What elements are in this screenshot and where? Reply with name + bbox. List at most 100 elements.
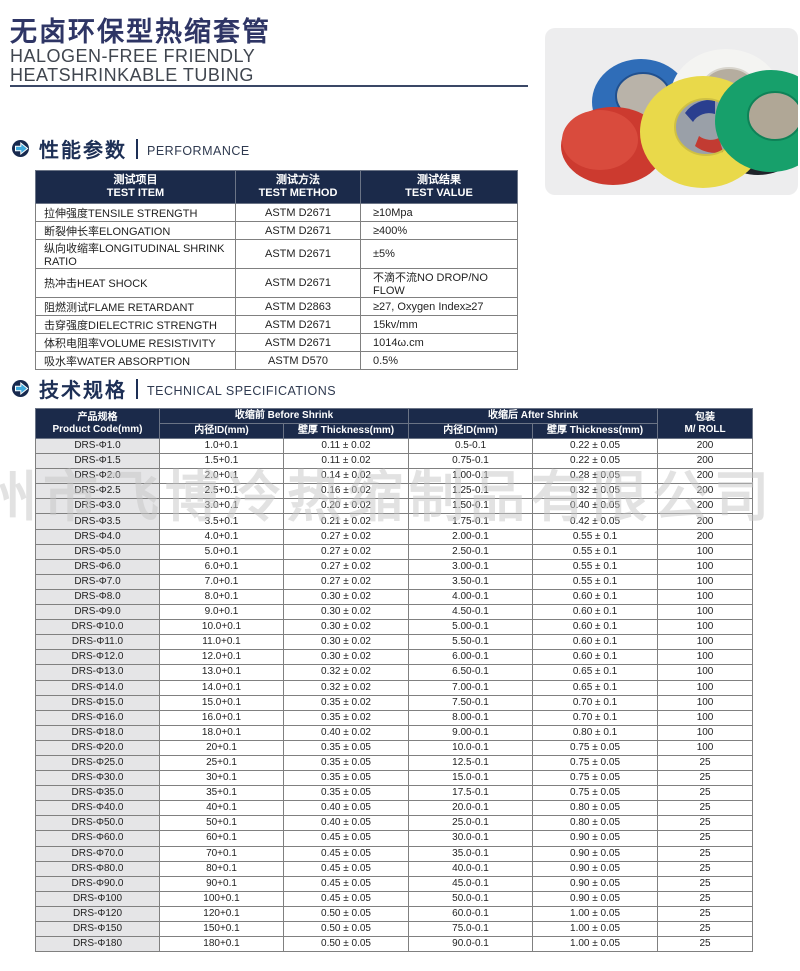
spec-row-cell: 150+0.1	[159, 920, 284, 938]
spec-row-cell: 0.50 ± 0.05	[282, 905, 410, 923]
col-product-code-en: Product Code(mm)	[52, 423, 143, 435]
spec-row: DRS-Φ9.0 9.0+0.1 0.30 ± 0.02 4.50-0.1 0.60 ±…	[35, 604, 754, 621]
spec-row-cell: 2.5+0.1	[159, 483, 284, 500]
page-title: 无卤环保型热缩套管	[10, 17, 271, 47]
spec-row-cell: 25	[657, 754, 754, 772]
spec-row-cell: 100	[657, 739, 754, 756]
performance-row: 击穿强度DIELECTRIC STRENGTH ASTM D2671 15kv/mm	[35, 315, 518, 334]
spec-row-cell: 8.0+0.1	[159, 588, 284, 606]
performance-row: 断裂伸长率ELONGATION ASTM D2671 ≥400%	[35, 221, 518, 240]
spec-row-cell: DRS-Φ1.0	[35, 437, 160, 455]
performance-row: 纵向收缩率LONGITUDINAL SHRINK RATIO ASTM D2671…	[35, 239, 518, 269]
spec-row-cell: 0.32 ± 0.05	[532, 483, 659, 500]
spec-row-cell: 1.00 ± 0.05	[532, 905, 659, 923]
performance-row-cell: 1014ω.cm	[360, 333, 518, 352]
spec-row-cell: 0.80 ± 0.05	[532, 800, 659, 817]
spec-row-cell: DRS-Φ14.0	[35, 679, 160, 696]
performance-row-cell: ASTM D2671	[235, 333, 361, 352]
performance-row-cell: ≥400%	[360, 221, 518, 240]
spec-row-cell: 0.90 ± 0.05	[532, 860, 659, 877]
spec-row: DRS-Φ1.0 1.0+0.1 0.11 ± 0.02 0.5-0.1 0.22 ± …	[35, 437, 754, 455]
spec-row-cell: 200	[657, 453, 754, 470]
col-test-value-en: TEST VALUE	[405, 187, 473, 199]
spec-row: DRS-Φ12.0 12.0+0.1 0.30 ± 0.02 6.00-0.1 0.60…	[35, 649, 754, 666]
spec-row-cell: 0.30 ± 0.02	[282, 619, 410, 636]
performance-row-cell: 0.5%	[360, 351, 518, 370]
spec-row-cell: 40.0-0.1	[408, 860, 534, 877]
col-test-method-en: TEST METHOD	[258, 187, 338, 199]
spec-row-cell: DRS-Φ18.0	[35, 724, 160, 741]
spec-row: DRS-Φ100 100+0.1 0.45 ± 0.05 50.0-0.1 0.90 ±…	[35, 890, 754, 907]
spec-row-cell: 16.0+0.1	[159, 709, 284, 726]
spec-table-body: DRS-Φ1.0 1.0+0.1 0.11 ± 0.02 0.5-0.1 0.22 ± …	[35, 437, 754, 953]
spec-row-cell: 6.00-0.1	[408, 649, 534, 666]
col-product-code-cn: 产品规格	[77, 411, 118, 423]
section-title-divider	[136, 378, 138, 399]
spec-row-cell: 0.40 ± 0.05	[282, 800, 410, 817]
spec-row-cell: 200	[657, 528, 754, 545]
spec-row-cell: DRS-Φ11.0	[35, 634, 160, 651]
spec-row-cell: 0.35 ± 0.05	[282, 785, 410, 802]
spec-row-cell: 2.50-0.1	[408, 543, 534, 560]
spec-row-cell: 7.0+0.1	[159, 573, 284, 590]
col-group-after-shrink: 收缩后 After Shrink	[408, 408, 659, 424]
spec-row-cell: 0.60 ± 0.1	[532, 588, 659, 606]
spec-row-cell: 0.16 ± 0.02	[282, 483, 410, 500]
spec-row-cell: 0.27 ± 0.02	[282, 528, 410, 545]
spec-row-cell: 0.75 ± 0.05	[532, 770, 659, 787]
spec-row-cell: 100	[657, 634, 754, 651]
performance-table: 测试项目 TEST ITEM 测试方法 TEST METHOD 测试结果 TES…	[35, 170, 518, 370]
spec-row: DRS-Φ2.5 2.5+0.1 0.16 ± 0.02 1.25-0.1 0.32 ±…	[35, 483, 754, 500]
performance-row-cell: ASTM D570	[235, 351, 361, 370]
spec-row: DRS-Φ14.0 14.0+0.1 0.32 ± 0.02 7.00-0.1 0.65…	[35, 679, 754, 696]
spec-row-cell: DRS-Φ9.0	[35, 604, 160, 621]
spec-row: DRS-Φ150 150+0.1 0.50 ± 0.05 75.0-0.1 1.00 ±…	[35, 920, 754, 938]
spec-row-cell: DRS-Φ90.0	[35, 875, 160, 892]
spec-row-cell: 0.50 ± 0.05	[282, 936, 410, 953]
spec-row-cell: 15.0-0.1	[408, 770, 534, 787]
spec-row-cell: 0.55 ± 0.1	[532, 573, 659, 590]
spec-row-cell: 0.90 ± 0.05	[532, 890, 659, 907]
spec-row-cell: 35+0.1	[159, 785, 284, 802]
spec-row-cell: 80+0.1	[159, 860, 284, 877]
spec-row-cell: 17.5-0.1	[408, 785, 534, 802]
spec-row-cell: 0.80 ± 0.05	[532, 815, 659, 832]
spec-row-cell: 0.35 ± 0.05	[282, 770, 410, 787]
spec-row-cell: 6.0+0.1	[159, 558, 284, 575]
subtitle-line-2: HEATSHRINKABLE TUBING	[10, 65, 254, 85]
spec-row: DRS-Φ180 180+0.1 0.50 ± 0.05 90.0-0.1 1.00 ±…	[35, 936, 754, 953]
spec-row-cell: 0.30 ± 0.02	[282, 588, 410, 606]
spec-row: DRS-Φ2.0 2.0+0.1 0.14 ± 0.02 1.00-0.1 0.28 ±…	[35, 468, 754, 485]
spec-row-cell: DRS-Φ13.0	[35, 664, 160, 681]
spec-row-cell: 0.90 ± 0.05	[532, 875, 659, 892]
spec-row-cell: 0.45 ± 0.05	[282, 830, 410, 847]
spec-row-cell: 200	[657, 468, 754, 485]
spec-row-cell: 1.50-0.1	[408, 498, 534, 515]
spec-row-cell: 0.60 ± 0.1	[532, 634, 659, 651]
spec-row-cell: 0.14 ± 0.02	[282, 468, 410, 485]
spec-row-cell: DRS-Φ50.0	[35, 815, 160, 832]
spec-row: DRS-Φ5.0 5.0+0.1 0.27 ± 0.02 2.50-0.1 0.55 ±…	[35, 543, 754, 560]
spec-row: DRS-Φ11.0 11.0+0.1 0.30 ± 0.02 5.50-0.1 0.60…	[35, 634, 754, 651]
spec-row-cell: 50+0.1	[159, 815, 284, 832]
performance-row-cell: ≥27, Oxygen Index≥27	[360, 297, 518, 316]
spec-row-cell: 120+0.1	[159, 905, 284, 923]
spec-row-cell: 0.60 ± 0.1	[532, 619, 659, 636]
spec-row-cell: 25+0.1	[159, 754, 284, 772]
performance-row: 阻燃测试FLAME RETARDANT ASTM D2863 ≥27, Oxygen…	[35, 297, 518, 316]
spec-row-cell: DRS-Φ180	[35, 936, 160, 953]
spec-row-cell: 0.32 ± 0.02	[282, 664, 410, 681]
spec-row: DRS-Φ16.0 16.0+0.1 0.35 ± 0.02 8.00-0.1 0.70…	[35, 709, 754, 726]
spec-row-cell: 0.22 ± 0.05	[532, 437, 659, 455]
spec-row-cell: 0.45 ± 0.05	[282, 890, 410, 907]
spec-row-cell: DRS-Φ40.0	[35, 800, 160, 817]
spec-row-cell: 0.35 ± 0.02	[282, 709, 410, 726]
spec-row-cell: 100	[657, 604, 754, 621]
spec-row-cell: 0.22 ± 0.05	[532, 453, 659, 470]
performance-row: 热冲击HEAT SHOCK ASTM D2671 不滴不流NO DROP/NO FL…	[35, 268, 518, 298]
specifications-section-header: 技术规格 TECHNICAL SPECIFICATIONS	[12, 374, 336, 403]
spec-row-cell: 1.25-0.1	[408, 483, 534, 500]
spec-row-cell: 25	[657, 920, 754, 938]
spec-row-cell: DRS-Φ10.0	[35, 619, 160, 636]
spec-row-cell: 14.0+0.1	[159, 679, 284, 696]
